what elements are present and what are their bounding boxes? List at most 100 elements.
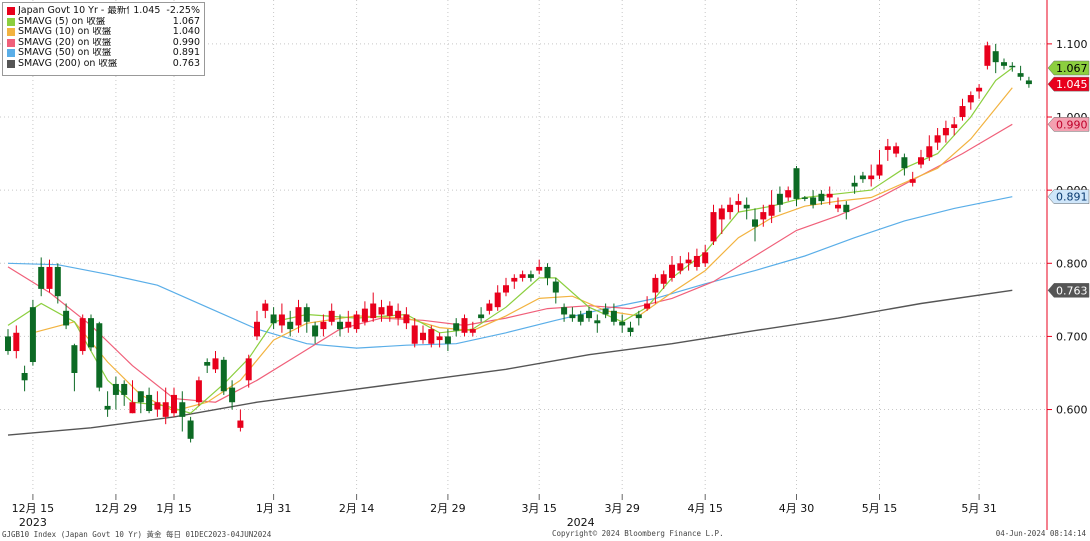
candle-body bbox=[992, 51, 999, 63]
candle-body bbox=[254, 321, 260, 337]
candle-body bbox=[411, 325, 418, 344]
candle-body bbox=[859, 175, 866, 180]
candle-body bbox=[586, 310, 592, 319]
candle-body bbox=[693, 255, 700, 267]
candle-body bbox=[577, 314, 584, 322]
candle-body bbox=[511, 277, 518, 282]
candle-body bbox=[851, 182, 858, 187]
x-tick-label: 1月 31 bbox=[256, 502, 292, 515]
candle-body bbox=[312, 325, 319, 337]
legend-value-sma10: 1.040 bbox=[172, 26, 200, 37]
candle-body bbox=[594, 320, 601, 324]
legend-row-sma200: SMAVG (200) on 收盤 0.763 bbox=[7, 58, 200, 70]
candle-body bbox=[461, 318, 468, 333]
candle-body bbox=[1025, 80, 1032, 85]
legend-label-sma10: SMAVG (10) on 收盤 bbox=[18, 27, 112, 37]
candle-body bbox=[718, 208, 725, 220]
candle-body bbox=[909, 179, 916, 183]
candle-body bbox=[951, 124, 958, 128]
footer-timestamp: 04-Jun-2024 08:14:14 bbox=[995, 529, 1086, 538]
candle-body bbox=[71, 345, 78, 373]
price-label: 1.045 bbox=[1056, 78, 1088, 91]
x-tick-label: 4月 30 bbox=[779, 502, 815, 515]
price-label-bg bbox=[1047, 189, 1090, 204]
candle-body bbox=[88, 318, 94, 348]
x-tick-label: 12月 15 bbox=[12, 502, 55, 515]
legend-value-sma5: 1.067 bbox=[172, 15, 200, 27]
footer-copyright: Copyright© 2024 Bloomberg Finance L.P. bbox=[552, 529, 724, 538]
candle-body bbox=[204, 362, 211, 366]
candle-body bbox=[776, 193, 783, 205]
candle-body bbox=[469, 329, 476, 333]
candle-body bbox=[478, 314, 485, 319]
x-tick-label: 12月 29 bbox=[95, 502, 138, 515]
legend-label-price: Japan Govt 10 Yr - 最新價 bbox=[18, 6, 130, 16]
x-tick-label: 2月 14 bbox=[339, 502, 375, 515]
legend-swatch-sma5 bbox=[7, 17, 15, 26]
candle-body bbox=[395, 310, 402, 319]
candle-body bbox=[710, 212, 717, 242]
candle-body bbox=[926, 146, 933, 158]
candle-body bbox=[262, 303, 269, 311]
candle-body bbox=[785, 190, 792, 198]
candle-body bbox=[54, 266, 61, 297]
candle-body bbox=[660, 274, 667, 284]
price-label-bg bbox=[1047, 117, 1090, 132]
x-tick-label: 3月 29 bbox=[604, 502, 640, 515]
candle-body bbox=[976, 87, 983, 92]
candle-body bbox=[5, 336, 11, 352]
candle-body bbox=[801, 197, 808, 199]
legend-row-sma10: SMAVG (10) on 收盤 1.040 bbox=[7, 26, 200, 38]
candle-body bbox=[743, 204, 750, 209]
x-year-label: 2023 bbox=[19, 516, 47, 529]
candle-body bbox=[303, 307, 310, 322]
candle-body bbox=[353, 314, 360, 330]
candle-body bbox=[843, 204, 850, 213]
legend-label-sma50: SMAVG (50) on 收盤 bbox=[18, 48, 112, 58]
candle-body bbox=[13, 332, 20, 352]
y-tick-label: 0.600 bbox=[1056, 404, 1088, 417]
candle-body bbox=[229, 387, 236, 403]
candle-body bbox=[79, 318, 86, 352]
legend-row-sma50: SMAVG (50) on 收盤 0.891 bbox=[7, 47, 200, 59]
sma-line-s5 bbox=[7, 67, 1013, 414]
candle-body bbox=[735, 201, 742, 205]
candle-body bbox=[212, 358, 219, 370]
candle-body bbox=[337, 321, 343, 330]
candle-body bbox=[627, 327, 634, 333]
candle-body bbox=[453, 323, 460, 331]
candle-body bbox=[129, 402, 136, 414]
candle-body bbox=[1009, 65, 1016, 68]
legend-swatch-sma200 bbox=[7, 59, 15, 68]
legend-label-sma200: SMAVG (200) on 收盤 bbox=[18, 58, 118, 69]
candle-body bbox=[503, 285, 509, 293]
legend-label-sma5: SMAVG (5) on 收盤 bbox=[18, 16, 106, 27]
sma-line-s200 bbox=[7, 289, 1013, 436]
candle-body bbox=[959, 106, 966, 118]
candle-body bbox=[38, 266, 45, 289]
legend-label-sma20: SMAVG (20) on 收盤 bbox=[18, 37, 112, 48]
candle-body bbox=[46, 266, 53, 289]
candle-body bbox=[876, 164, 883, 176]
candle-body bbox=[669, 264, 675, 278]
candle-body bbox=[810, 197, 817, 205]
candle-body bbox=[619, 321, 626, 326]
candle-body bbox=[727, 204, 734, 213]
candle-body bbox=[519, 274, 526, 278]
candle-body bbox=[942, 127, 949, 136]
candle-body bbox=[29, 307, 36, 363]
footer-source: GJGB10 Index (Japan Govt 10 Yr) 黃金 每日 01… bbox=[2, 530, 272, 539]
candle-body bbox=[768, 204, 775, 216]
candle-body bbox=[610, 310, 617, 322]
candle-body bbox=[552, 281, 559, 293]
candle-body bbox=[278, 314, 285, 326]
legend-value-price: 1.045 bbox=[133, 5, 161, 16]
candle-body bbox=[428, 329, 435, 344]
candle-body bbox=[63, 310, 70, 326]
y-tick-label: 1.100 bbox=[1056, 38, 1088, 51]
x-year-label: 2024 bbox=[567, 516, 595, 529]
legend-value-sma20: 0.990 bbox=[172, 36, 200, 48]
price-label: 0.891 bbox=[1056, 191, 1088, 204]
candle-body bbox=[245, 358, 252, 381]
